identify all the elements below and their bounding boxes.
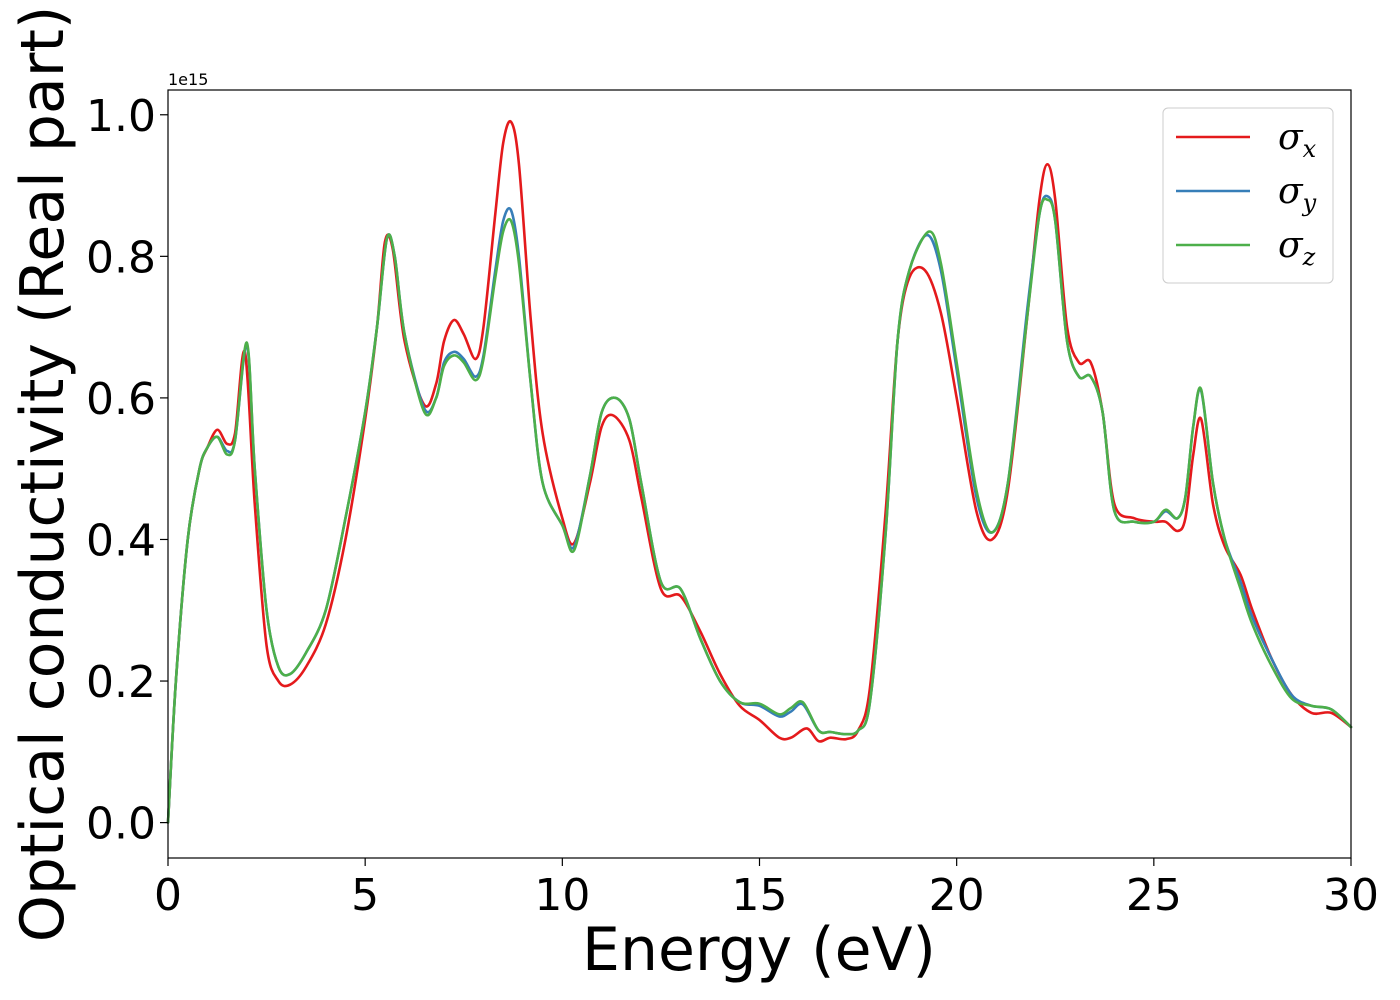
x-tick-label: 10 (534, 870, 590, 921)
x-tick-label: 30 (1323, 870, 1379, 921)
x-tick-label: 25 (1126, 870, 1182, 921)
y-tick-label: 0.4 (86, 515, 156, 566)
series-layer (166, 119, 1353, 824)
x-axis-title: Energy (eV) (582, 915, 936, 985)
x-tick-label: 5 (351, 870, 379, 921)
plot-background (168, 90, 1351, 858)
y-tick-label: 0.0 (86, 799, 156, 850)
y-tick-label: 0.6 (86, 374, 156, 425)
x-tick-label: 20 (929, 870, 985, 921)
y-axis-ticks: 0.0 0.2 0.4 0.6 0.8 1.0 (86, 91, 168, 850)
y-tick-label: 0.8 (86, 232, 156, 283)
x-axis-ticks: 0 5 10 15 20 25 30 (154, 858, 1379, 921)
y-tick-label: 1.0 (86, 91, 156, 142)
series-line-z (166, 197, 1353, 824)
legend-box (1162, 107, 1334, 284)
y-tick-label: 0.2 (86, 657, 156, 708)
series-line-x (166, 119, 1353, 824)
x-tick-label: 0 (154, 870, 182, 921)
y-axis-title: Optical conductivity (Real part) (8, 6, 78, 943)
x-tick-label: 15 (732, 870, 788, 921)
y-offset-label: 1e15 (168, 70, 208, 89)
